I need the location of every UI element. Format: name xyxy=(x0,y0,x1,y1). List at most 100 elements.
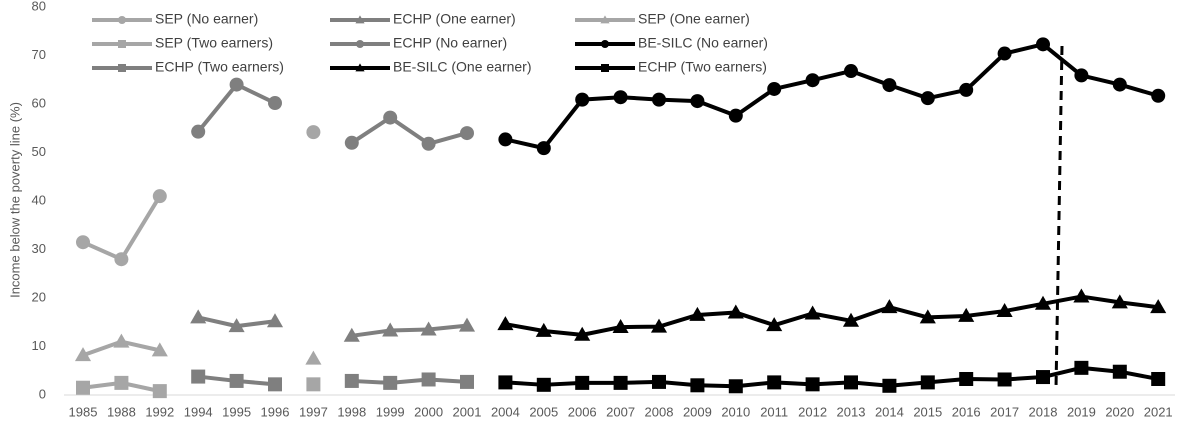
legend-marker xyxy=(356,40,364,48)
x-tick-label: 2007 xyxy=(606,404,635,419)
data-point xyxy=(1150,299,1167,314)
series-line xyxy=(196,82,468,146)
data-point xyxy=(305,350,322,365)
data-point xyxy=(652,374,666,389)
y-tick-label: 50 xyxy=(32,144,46,159)
data-point xyxy=(460,126,474,141)
legend-marker xyxy=(355,63,365,72)
x-tick-label: 1995 xyxy=(222,404,251,419)
data-point xyxy=(958,307,975,322)
x-tick-label: 1985 xyxy=(69,404,98,419)
data-point xyxy=(383,375,398,390)
legend-label: SEP (Two earners) xyxy=(155,35,273,51)
legend-label: BE-SILC (One earner) xyxy=(393,59,532,75)
data-point xyxy=(919,309,936,324)
x-tick-label: 2000 xyxy=(414,404,443,419)
data-point xyxy=(76,235,90,250)
data-point xyxy=(842,312,860,327)
legend-marker xyxy=(118,64,126,72)
data-point xyxy=(306,125,321,140)
data-point xyxy=(1112,364,1127,379)
data-point xyxy=(766,317,783,332)
data-point xyxy=(114,375,129,390)
x-tick-label: 2004 xyxy=(491,404,520,419)
data-point xyxy=(536,377,551,392)
data-point xyxy=(574,326,591,341)
legend-label: ECHP (One earner) xyxy=(393,11,516,27)
data-point xyxy=(458,317,476,332)
legend-marker xyxy=(118,40,126,48)
legend-marker xyxy=(600,15,610,24)
data-point xyxy=(997,372,1012,387)
x-tick-label: 2001 xyxy=(453,404,482,419)
x-tick-label: 2021 xyxy=(1144,404,1173,419)
data-point xyxy=(613,375,628,390)
y-tick-label: 60 xyxy=(32,95,46,110)
data-point xyxy=(613,90,628,105)
x-tick-label: 2011 xyxy=(760,404,788,419)
y-tick-label: 40 xyxy=(32,192,46,207)
y-tick-label: 80 xyxy=(32,0,46,13)
legend-marker xyxy=(601,64,609,72)
x-tick-label: 2016 xyxy=(952,404,981,419)
x-tick-label: 2018 xyxy=(1029,404,1058,419)
data-point xyxy=(728,379,743,394)
data-point xyxy=(343,327,360,342)
data-point xyxy=(805,377,820,392)
legend-label: SEP (No earner) xyxy=(155,11,258,27)
x-tick-label: 2017 xyxy=(990,404,1019,419)
x-tick-label: 1997 xyxy=(299,404,328,419)
data-point xyxy=(268,377,282,392)
data-point xyxy=(268,96,282,111)
data-point xyxy=(1036,37,1050,52)
data-point xyxy=(498,132,513,147)
divider-line xyxy=(1054,45,1064,389)
legend-label: ECHP (Two earners) xyxy=(638,59,767,75)
data-point xyxy=(535,322,552,337)
y-tick-label: 10 xyxy=(32,338,46,353)
data-point xyxy=(920,91,935,106)
data-point xyxy=(498,375,513,390)
data-point xyxy=(114,252,129,267)
x-tick-label: 2009 xyxy=(683,404,712,419)
data-point xyxy=(804,305,821,320)
data-point xyxy=(882,378,897,393)
data-point xyxy=(728,108,743,123)
data-point xyxy=(497,316,514,331)
data-point xyxy=(1151,88,1166,103)
data-point xyxy=(652,92,666,107)
data-point xyxy=(1036,370,1050,385)
data-point xyxy=(344,135,359,150)
data-point xyxy=(997,46,1012,61)
data-point xyxy=(920,375,935,390)
x-tick-label: 2012 xyxy=(798,404,827,419)
legend-label: ECHP (Two earners) xyxy=(155,59,284,75)
x-tick-label: 1994 xyxy=(184,404,213,419)
data-point xyxy=(152,189,167,204)
data-point xyxy=(536,141,551,156)
data-point xyxy=(844,64,858,79)
data-point xyxy=(421,136,436,151)
x-tick-label: 2014 xyxy=(875,404,904,419)
data-point xyxy=(767,81,782,96)
x-tick-label: 2013 xyxy=(837,404,866,419)
y-axis-label: Income below the poverty line (%) xyxy=(7,102,22,298)
data-point xyxy=(767,375,782,390)
data-point xyxy=(689,306,706,321)
data-point xyxy=(575,92,590,107)
legend-marker xyxy=(601,40,609,48)
legend-label: ECHP (No earner) xyxy=(393,35,507,51)
data-point xyxy=(383,110,398,125)
data-point xyxy=(1111,294,1128,309)
data-point xyxy=(152,384,167,399)
data-point xyxy=(74,347,92,362)
data-point xyxy=(191,124,206,139)
series-line xyxy=(83,132,313,259)
data-point xyxy=(690,94,705,109)
data-point xyxy=(612,319,629,334)
data-point xyxy=(959,371,974,386)
y-tick-label: 70 xyxy=(32,47,46,62)
data-point xyxy=(382,322,399,337)
data-point xyxy=(805,73,820,88)
